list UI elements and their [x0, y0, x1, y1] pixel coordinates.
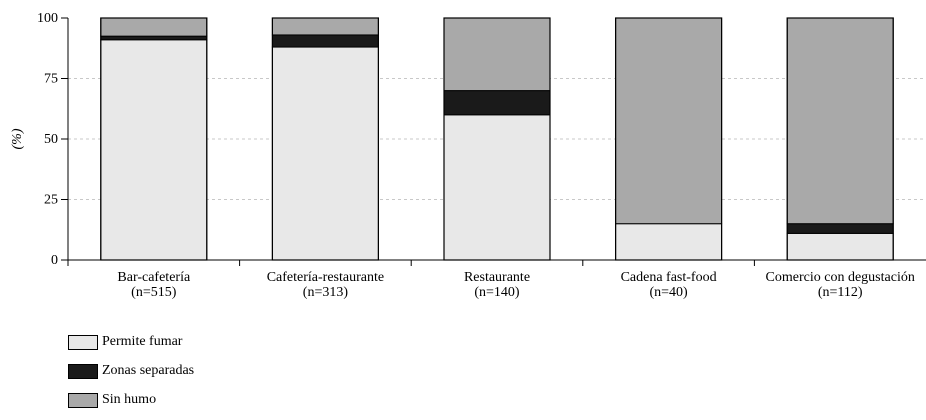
axes: [61, 17, 926, 266]
x-tick-label: (n=40): [649, 285, 688, 300]
bar-segment: [443, 17, 551, 92]
y-tick-label: 25: [44, 193, 58, 208]
bar-segment: [100, 17, 208, 37]
stacked-bar-chart: 0 25 50 75 100 Bar-cafetería(n=515) Cafetería-…: [10, 11, 926, 300]
bar-segment: [271, 34, 379, 48]
legend-item-permite-fumar: Permite fumar: [68, 333, 194, 351]
bars: [100, 17, 894, 261]
bar-segment: [615, 17, 723, 225]
bar-segment: [443, 90, 551, 116]
bar-segment: [100, 35, 208, 41]
x-tick-label: Cadena fast-food: [621, 270, 717, 285]
legend-item-sin-humo: Sin humo: [68, 391, 194, 409]
x-tick-label: Cafetería-restaurante: [267, 270, 384, 285]
legend-label-sin-humo: Sin humo: [102, 392, 157, 407]
x-tick-label: Restaurante: [464, 270, 530, 285]
y-tick-label: 50: [44, 132, 58, 147]
legend-label-zonas-separadas: Zonas separadas: [102, 363, 195, 378]
bar-segment: [615, 223, 723, 261]
legend-item-zonas-separadas: Zonas separadas: [68, 362, 194, 380]
x-tick-label: (n=515): [131, 285, 177, 300]
y-tick-label: 100: [37, 11, 58, 26]
legend-swatch-sin-humo: [68, 392, 98, 408]
legend-label-permite-fumar: Permite fumar: [102, 334, 183, 349]
legend: Permite fumar Zonas separadas Sin humo: [68, 333, 194, 420]
x-tick-label: Bar-cafetería: [117, 270, 191, 285]
tick-labels: 0 25 50 75 100 Bar-cafetería(n=515) Cafetería-…: [10, 11, 915, 300]
bar-segment: [100, 39, 208, 261]
bar-segment: [786, 232, 894, 261]
bar-segment: [271, 17, 379, 36]
legend-swatch-permite-fumar: [68, 334, 98, 350]
bar-segment: [786, 223, 894, 234]
x-tick-label: (n=112): [818, 285, 863, 300]
bar-segment: [271, 46, 379, 261]
chart-container: 0 25 50 75 100 Bar-cafetería (n=515) Cafetería-…: [10, 11, 926, 408]
bar-segment: [443, 114, 551, 261]
x-tick-label: Comercio con degustación: [766, 270, 915, 285]
x-tick-label: (n=140): [474, 285, 520, 300]
x-tick-label: (n=313): [303, 285, 349, 300]
bar-segment: [786, 17, 894, 225]
y-tick-label: 0: [51, 253, 58, 268]
legend-swatch-zonas-separadas: [68, 363, 98, 379]
y-tick-label: 75: [44, 72, 58, 87]
y-axis-title: (%): [10, 128, 25, 149]
